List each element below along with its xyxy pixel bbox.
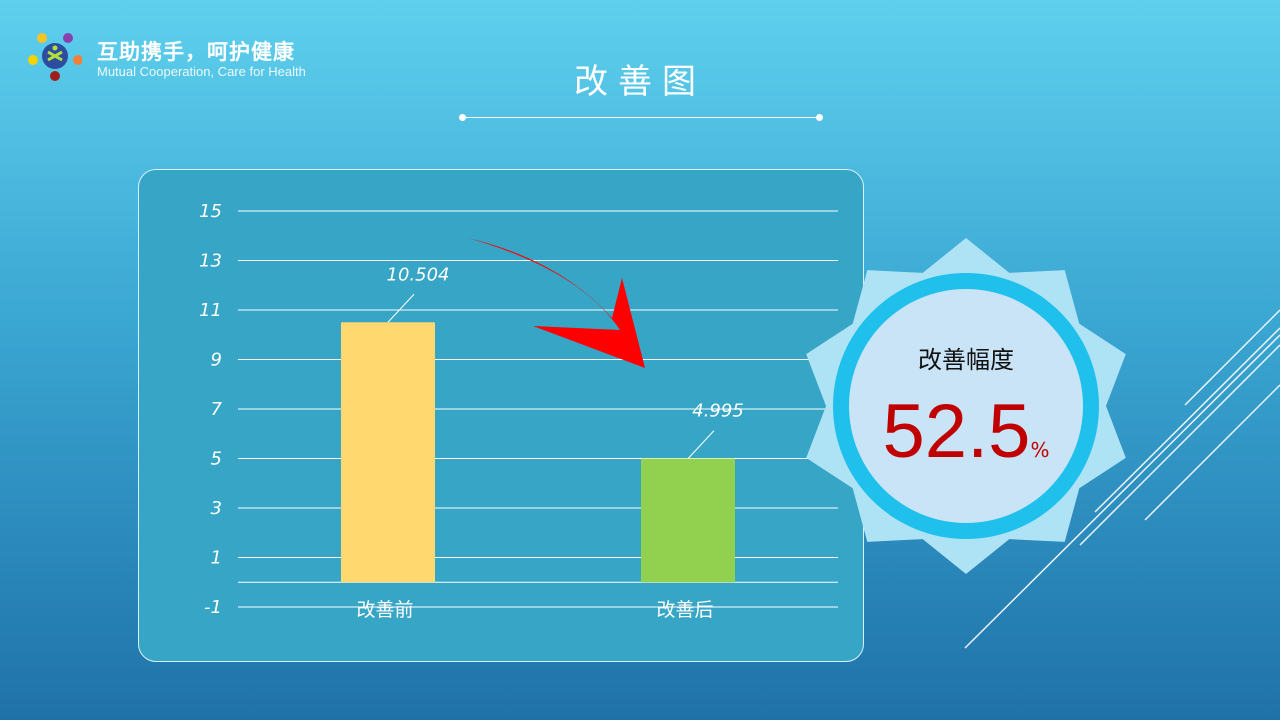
brand-subtitle: Mutual Cooperation, Care for Health [97, 64, 306, 79]
badge-inner [849, 289, 1083, 523]
data-label: 4.995 [692, 401, 744, 422]
x-category-label: 改善后 [656, 599, 713, 621]
data-label-leader [387, 293, 415, 323]
red-arrow-icon [468, 238, 645, 368]
logo [28, 33, 82, 81]
badge-number: 52.5 [882, 389, 1031, 474]
y-tick-label: 7 [211, 399, 223, 420]
divider-dot-left [459, 114, 466, 121]
bar [341, 322, 435, 583]
chart-panel [138, 169, 864, 662]
bar [641, 458, 735, 583]
y-tick-label: -1 [204, 597, 222, 618]
badge-value: 52.5% [866, 388, 1066, 475]
data-label-leader [687, 430, 715, 459]
x-category-label: 改善前 [356, 599, 413, 621]
y-tick-label: 15 [199, 201, 222, 222]
y-tick-label: 5 [211, 449, 222, 470]
y-tick-label: 11 [199, 300, 222, 321]
y-tick-label: 13 [199, 251, 222, 272]
y-tick-label: 9 [211, 350, 222, 371]
page-title: 改善图 [574, 62, 706, 102]
data-label: 10.504 [387, 264, 450, 285]
badge-label: 改善幅度 [918, 346, 1014, 374]
title-divider [463, 117, 819, 118]
y-tick-label: 3 [211, 498, 222, 519]
brand-title: 互助携手，呵护健康 [97, 40, 295, 64]
divider-dot-right [816, 114, 823, 121]
y-tick-label: 1 [211, 548, 222, 569]
badge-unit: % [1030, 438, 1050, 462]
